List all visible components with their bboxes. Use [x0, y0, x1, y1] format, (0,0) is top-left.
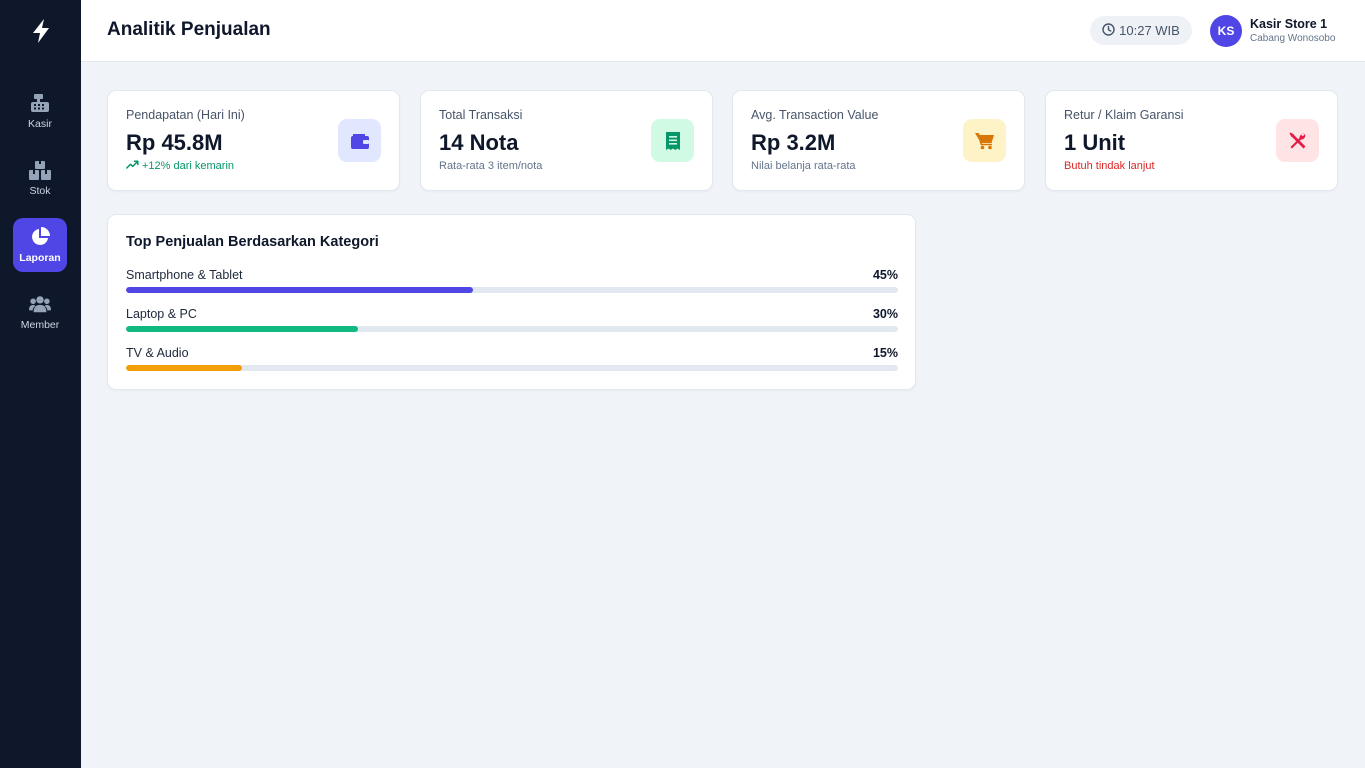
category-progress-track [126, 287, 898, 293]
category-name: TV & Audio [126, 346, 189, 360]
stat-value: Rp 3.2M [751, 130, 836, 155]
top-categories-panel: Top Penjualan Berdasarkan Kategori Smart… [107, 214, 916, 390]
sidebar-item-member[interactable]: Member [13, 285, 67, 339]
stat-sub-text: Nilai belanja rata-rata [751, 160, 856, 172]
cart-icon [963, 119, 1006, 162]
category-percent: 15% [872, 346, 898, 360]
stat-sub-text: +12% dari kemarin [142, 160, 235, 172]
sidebar-item-stok[interactable]: Stok [13, 151, 67, 205]
sidebar-item-label: Stok [29, 185, 51, 197]
category-progress-fill [126, 326, 358, 332]
bolt-icon [30, 18, 52, 49]
stat-card-transactions: Total Transaksi 14 Nota Rata-rata 3 item… [420, 90, 713, 191]
stat-value: Rp 45.8M [126, 130, 223, 155]
stat-trend: +12% dari kemarin [126, 160, 234, 172]
stat-value: 14 Nota [439, 130, 519, 155]
category-name: Smartphone & Tablet [126, 268, 243, 282]
sidebar-item-laporan[interactable]: Laporan [13, 218, 67, 272]
sidebar-item-kasir[interactable]: Kasir [13, 84, 67, 138]
sidebar: Kasir Stok Laporan Member [0, 0, 81, 768]
panel-title: Top Penjualan Berdasarkan Kategori [126, 234, 379, 250]
stat-sub-text: Rata-rata 3 item/nota [439, 160, 543, 172]
stat-label: Avg. Transaction Value [751, 108, 879, 122]
clock-icon [1102, 22, 1115, 39]
stat-card-avg-value: Avg. Transaction Value Rp 3.2M Nilai bel… [732, 90, 1025, 191]
clock-badge: 10:27 WIB [1090, 16, 1192, 45]
page-title: Analitik Penjualan [107, 19, 271, 40]
stat-card-returns: Retur / Klaim Garansi 1 Unit Butuh tinda… [1045, 90, 1338, 191]
clock-time: 10:27 WIB [1119, 23, 1180, 38]
app-logo[interactable] [0, 16, 81, 50]
boxes-icon [29, 159, 51, 181]
category-progress-track [126, 365, 898, 371]
category-percent: 30% [872, 307, 898, 321]
sidebar-item-label: Kasir [28, 118, 52, 130]
user-branch: Cabang Wonosobo [1250, 33, 1336, 44]
category-row: Smartphone & Tablet 45% [126, 268, 898, 298]
sidebar-item-label: Member [20, 319, 60, 331]
category-progress-fill [126, 287, 474, 293]
stat-value: 1 Unit [1064, 130, 1126, 155]
user-name: Kasir Store 1 [1250, 17, 1328, 31]
category-row: Laptop & PC 30% [126, 307, 898, 337]
stat-card-revenue: Pendapatan (Hari Ini) Rp 45.8M +12% dari… [107, 90, 400, 191]
category-percent: 45% [872, 268, 898, 282]
wallet-icon [338, 119, 381, 162]
trending-up-icon [126, 160, 139, 172]
tools-icon [1276, 119, 1319, 162]
category-progress-track [126, 326, 898, 332]
stat-sub-text: Butuh tindak lanjut [1064, 160, 1155, 172]
cash-register-icon [29, 92, 51, 114]
category-name: Laptop & PC [126, 307, 197, 321]
stat-label: Total Transaksi [439, 108, 523, 122]
avatar[interactable]: KS [1210, 15, 1242, 47]
users-icon [29, 293, 51, 315]
category-progress-fill [126, 365, 242, 371]
receipt-icon [651, 119, 694, 162]
pie-chart-icon [29, 226, 51, 248]
category-row: TV & Audio 15% [126, 346, 898, 376]
sidebar-item-label: Laporan [19, 252, 61, 264]
top-header: Analitik Penjualan 10:27 WIB KS Kasir St… [81, 0, 1365, 62]
stat-label: Retur / Klaim Garansi [1064, 108, 1184, 122]
stat-label: Pendapatan (Hari Ini) [126, 108, 245, 122]
